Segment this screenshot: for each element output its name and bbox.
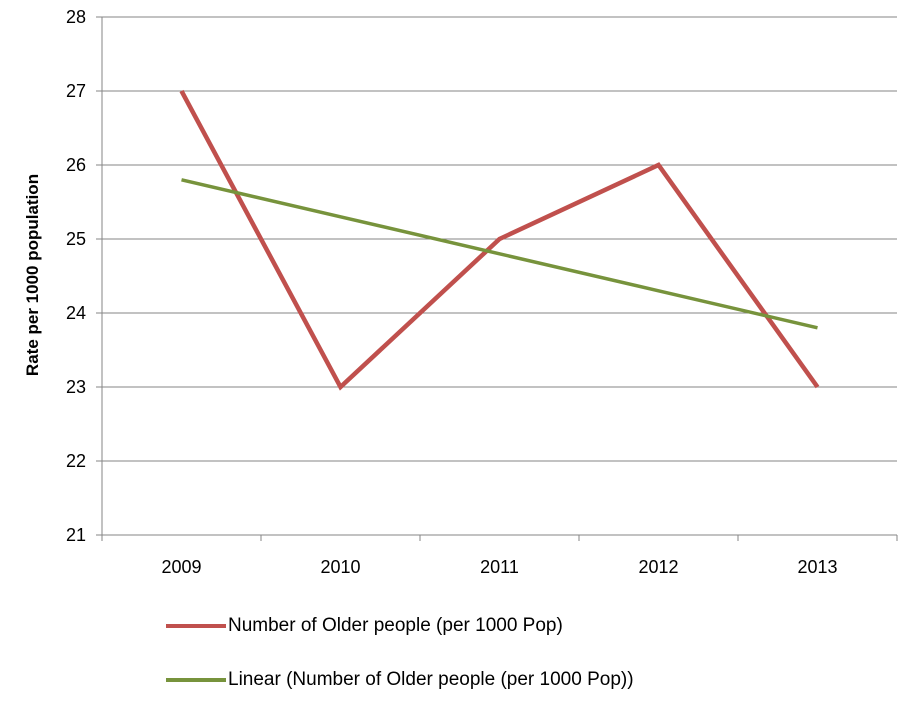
legend-item-series-2: Linear (Number of Older people (per 1000… <box>166 666 634 694</box>
line-chart: 21 22 23 24 25 26 27 28 2009 2010 2011 2012 2013 Ra… <box>23 7 898 577</box>
series-line-1 <box>179 89 820 391</box>
gridlines <box>102 16 897 462</box>
axes <box>96 16 898 541</box>
y-tick-label-26: 26 <box>66 155 86 175</box>
y-tick-label-28: 28 <box>66 7 86 27</box>
x-tick-label-2011: 2011 <box>480 557 519 577</box>
legend-swatch-series-2 <box>166 678 226 682</box>
y-tick-label-23: 23 <box>66 377 86 397</box>
y-tick-label-21: 21 <box>66 525 86 545</box>
y-tick-label-22: 22 <box>66 451 86 471</box>
y-tick-label-24: 24 <box>66 303 86 323</box>
y-tick-label-25: 25 <box>66 229 86 249</box>
legend: Number of Older people (per 1000 Pop) Li… <box>166 612 634 720</box>
x-tick-labels: 2009 2010 2011 2012 2013 <box>161 557 837 577</box>
series-line-2 <box>181 178 818 330</box>
y-tick-label-27: 27 <box>66 81 86 101</box>
y-axis-title: Rate per 1000 population <box>23 174 42 376</box>
x-tick-label-2013: 2013 <box>797 557 837 577</box>
series-lines <box>179 89 820 391</box>
x-tick-label-2010: 2010 <box>320 557 360 577</box>
x-tick-label-2012: 2012 <box>638 557 678 577</box>
legend-label-series-1: Number of Older people (per 1000 Pop) <box>228 615 563 636</box>
legend-swatch-series-1 <box>166 624 226 628</box>
x-tick-label-2009: 2009 <box>161 557 201 577</box>
legend-label-series-2: Linear (Number of Older people (per 1000… <box>228 669 634 690</box>
y-tick-labels: 21 22 23 24 25 26 27 28 <box>66 7 86 545</box>
legend-item-series-1: Number of Older people (per 1000 Pop) <box>166 612 634 640</box>
